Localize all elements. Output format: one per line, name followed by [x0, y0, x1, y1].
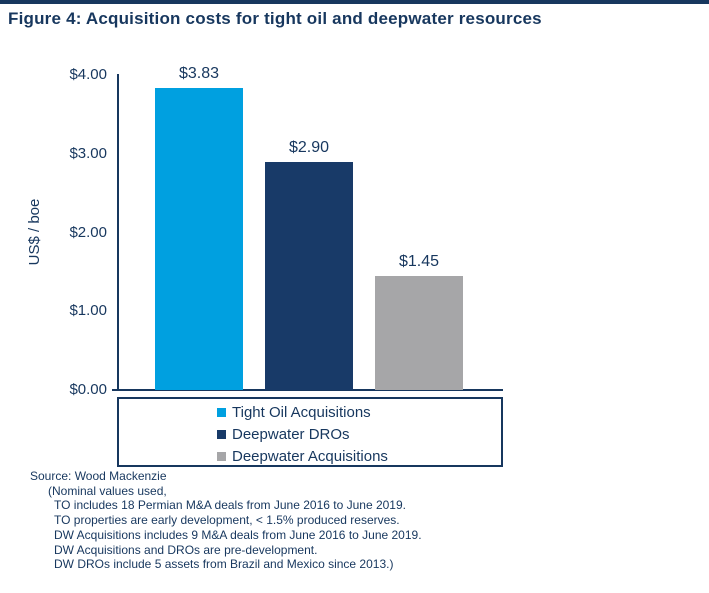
- bar-data-label: $3.83: [178, 65, 220, 82]
- figure-title: Figure 4: Acquisition costs for tight oi…: [8, 9, 542, 28]
- legend-item: Deepwater DROs: [217, 423, 501, 445]
- legend-swatch-icon: [217, 429, 226, 439]
- bar-data-label: $2.90: [288, 139, 330, 156]
- legend-label: Deepwater DROs: [232, 425, 350, 443]
- legend-item: Tight Oil Acquisitions: [217, 401, 501, 423]
- y-tick-label: $3.00: [69, 144, 107, 162]
- bar-deepwater-dros: [265, 162, 353, 390]
- bar-data-label: $1.45: [398, 253, 440, 270]
- bar-deepwater-acquisitions: [375, 276, 463, 390]
- legend-item: Deepwater Acquisitions: [217, 445, 501, 467]
- bar-tight-oil-acquisitions: [155, 88, 243, 390]
- top-accent-band: [0, 0, 709, 4]
- y-axis-title: US$ / boe: [26, 198, 43, 266]
- legend-swatch-icon: [217, 451, 226, 461]
- legend-label: Tight Oil Acquisitions: [232, 403, 371, 421]
- source-note-line: DW Acquisitions includes 9 M&A deals fro…: [54, 527, 422, 542]
- source-note-line: TO properties are early development, < 1…: [54, 513, 400, 528]
- source-note: Source: Wood Mackenzie (Nominal values us…: [30, 469, 422, 572]
- y-tick-label: $4.00: [69, 66, 107, 83]
- source-note-line: TO includes 18 Permian M&A deals from Ju…: [54, 498, 406, 513]
- y-axis-line: [117, 74, 119, 391]
- y-tick-label: $0.00: [69, 381, 107, 398]
- chart-legend: Tight Oil Acquisitions Deepwater DROs Deep…: [117, 397, 503, 467]
- x-axis-line: [112, 389, 503, 391]
- source-note-line: Source: Wood Mackenzie: [30, 469, 167, 483]
- y-tick-label: $1.00: [69, 302, 107, 320]
- source-note-line: DW DROs include 5 assets from Brazil and…: [54, 557, 394, 572]
- legend-label: Deepwater Acquisitions: [232, 447, 388, 465]
- source-note-line: DW Acquisitions and DROs are pre-develop…: [54, 542, 318, 557]
- source-note-line: (Nominal values used,: [48, 483, 167, 498]
- legend-swatch-icon: [217, 407, 226, 417]
- y-tick-label: $2.00: [69, 223, 107, 241]
